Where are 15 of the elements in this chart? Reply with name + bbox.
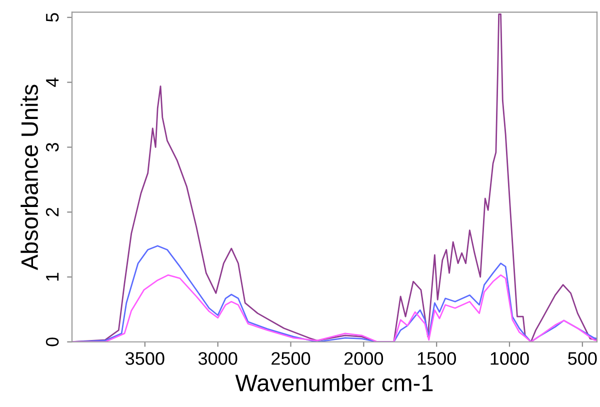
y-axis-title: Absorbance Units: [20, 84, 38, 270]
y-tick-label: 3: [46, 142, 59, 152]
x-tick-label: 3500: [126, 352, 164, 365]
y-tick-label: 2: [46, 208, 59, 216]
y-tick-label: 5: [46, 13, 59, 22]
y-tick-label: 4: [46, 78, 59, 87]
x-tick-label: 500: [568, 352, 597, 365]
x-tick-label: 3000: [198, 352, 238, 365]
x-tick-label: 1000: [490, 352, 529, 365]
x-tick-label: 1500: [418, 352, 456, 365]
x-axis-title: Wavenumber cm-1: [235, 374, 433, 392]
y-tick-label: 0: [46, 338, 59, 346]
y-tick-label: 1: [46, 272, 59, 281]
x-tick-label: 2000: [344, 352, 384, 365]
x-tick-label: 2500: [272, 352, 310, 365]
